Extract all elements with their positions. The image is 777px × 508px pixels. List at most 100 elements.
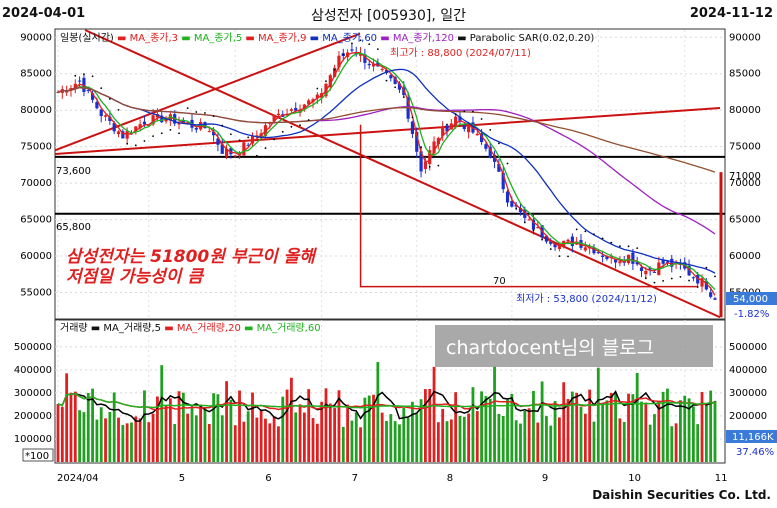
sar-dot: [178, 132, 180, 135]
volume-bar: [324, 388, 328, 462]
price-tick-right: 65000: [729, 215, 761, 226]
volume-bar: [177, 391, 181, 462]
volume-bar: [160, 365, 164, 462]
volume-bar: [346, 404, 349, 462]
volume-bar: [709, 390, 713, 462]
volume-bar: [570, 391, 574, 462]
volume-bar: [445, 421, 449, 462]
candle-body: [454, 116, 458, 126]
candle-body: [65, 91, 69, 93]
volume-bar: [683, 395, 687, 462]
volume-bar: [203, 408, 207, 462]
low-label: 최저가 : 53,800 (2024/11/12): [516, 293, 657, 305]
candle-body: [302, 104, 306, 109]
sar-dot: [670, 277, 673, 280]
volume-bar: [259, 409, 263, 462]
candle-body: [592, 247, 596, 254]
sar-dot: [325, 80, 327, 82]
price-tick-right: 90000: [729, 32, 761, 43]
candle-body: [272, 114, 276, 122]
candle-body: [713, 298, 717, 300]
sar-dot: [489, 128, 492, 131]
volume-bar: [588, 389, 592, 462]
sar-dot: [134, 144, 137, 147]
volume-bar: [151, 413, 155, 462]
candle-body: [436, 138, 440, 145]
last-change: -1.82%: [734, 309, 769, 320]
candle-body: [233, 155, 237, 157]
trendline-upper: [54, 32, 361, 152]
price-tick-left: 65000: [20, 215, 52, 226]
volume-bar: [648, 424, 652, 462]
sar-dot: [264, 147, 267, 150]
sar-dot: [385, 79, 388, 82]
sar-dot: [281, 130, 284, 133]
volume-bar: [290, 377, 293, 462]
volume-bar: [272, 416, 276, 462]
volume-tick-left: 200000: [14, 411, 52, 422]
volume-bar: [78, 410, 82, 462]
volume-bar: [579, 407, 583, 462]
month-label: 10: [628, 473, 641, 484]
volume-bar: [605, 400, 609, 462]
volume-bar: [553, 400, 557, 462]
candle-body: [164, 118, 168, 122]
sar-dot: [126, 142, 129, 145]
candle-body: [397, 83, 402, 90]
sar-dot: [152, 135, 154, 138]
volume-bar: [367, 395, 371, 462]
candle-body: [536, 227, 540, 229]
candle-body: [268, 122, 272, 124]
sar-dot: [662, 279, 665, 282]
candle-body: [527, 219, 531, 221]
candle-body: [549, 241, 553, 244]
volume-bar: [436, 422, 440, 462]
candle-body: [315, 94, 319, 99]
volume-bar: [56, 403, 60, 462]
candle-body: [618, 261, 622, 264]
candle-body: [389, 75, 393, 79]
price-tick-left: 85000: [20, 69, 52, 80]
volume-bar: [700, 391, 704, 462]
price-tick-right: 60000: [729, 251, 761, 262]
candle-body: [194, 127, 198, 130]
candle-body: [631, 252, 635, 264]
volume-bar: [320, 401, 324, 462]
sar-dot: [705, 266, 708, 269]
last-volume: 11,166K: [732, 432, 774, 443]
volume-tick-left: 500000: [14, 342, 52, 353]
sar-dot: [212, 115, 215, 118]
volume-bar: [268, 423, 272, 462]
sar-dot: [619, 245, 621, 248]
volume-bar: [337, 390, 341, 462]
price-tick-left: 70000: [20, 178, 52, 189]
volume-bar: [635, 372, 639, 462]
sar-dot: [307, 119, 310, 121]
candle-body: [125, 131, 129, 139]
volume-bar: [415, 413, 419, 462]
volume-bar: [713, 400, 717, 462]
volume-bar: [60, 406, 64, 462]
volume-bar: [704, 404, 708, 462]
volume-bar: [428, 388, 432, 462]
volume-bar: [134, 416, 138, 462]
volume-bar: [493, 366, 496, 462]
level-label-65800: 65,800: [56, 222, 91, 233]
volume-bar: [117, 417, 120, 462]
sar-dot: [402, 96, 405, 99]
volume-bar: [545, 416, 548, 462]
volume-bar: [644, 402, 648, 462]
last-volume-badge: [726, 430, 777, 443]
sar-dot: [117, 108, 120, 111]
volume-bar: [173, 424, 177, 462]
legend-entry: ▬ MA_종가,5: [178, 32, 242, 44]
volume-bar: [385, 420, 388, 462]
volume-bar: [488, 398, 492, 462]
candle-body: [639, 267, 644, 271]
volume-bar: [419, 399, 423, 462]
month-label: 8: [447, 473, 453, 484]
volume-legend: 거래량 ▬ MA_거래량,5 ▬ MA_거래량,20 ▬ MA_거래량,60: [60, 322, 321, 334]
candle-body: [367, 63, 371, 66]
volume-bar: [462, 416, 466, 462]
